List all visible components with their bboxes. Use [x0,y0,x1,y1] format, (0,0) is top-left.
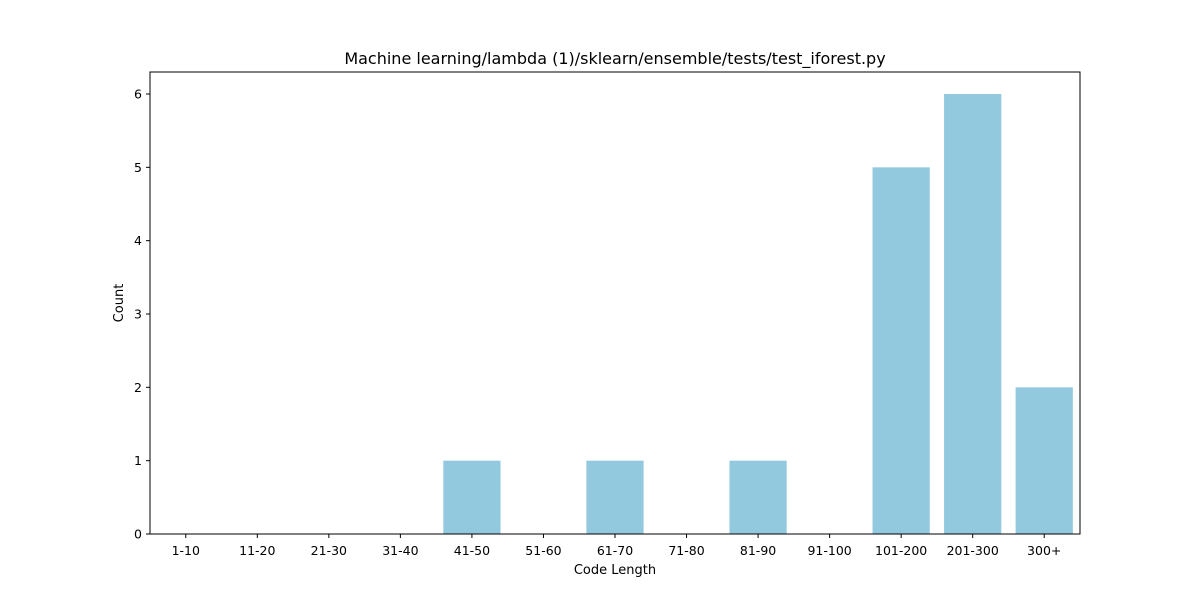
bar-300+ [1015,387,1073,534]
y-axis-label: Count [112,284,127,323]
bars-layer [443,94,1073,535]
x-tick-label: 41-50 [454,543,490,558]
x-tick-label: 201-300 [947,543,999,558]
x-tick-label: 101-200 [875,543,927,558]
x-axis: 1-10 11-20 21-30 31-40 41-50 51-60 61-70 71-80 8… [172,534,1061,558]
y-tick-label: 0 [134,527,142,542]
y-tick-label: 6 [134,87,142,102]
y-tick-label: 2 [134,380,142,395]
x-tick-label: 31-40 [382,543,418,558]
chart-title: Machine learning/lambda (1)/sklearn/ense… [344,49,885,69]
bar-81-90 [729,460,787,534]
bar-101-200 [872,167,930,535]
x-tick-label: 300+ [1027,543,1061,558]
x-tick-label: 71-80 [668,543,704,558]
bar-41-50 [443,460,501,534]
y-axis: 0 1 2 3 4 5 6 [134,87,150,542]
x-tick-label: 61-70 [597,543,633,558]
y-tick-label: 5 [134,160,142,175]
x-tick-label: 21-30 [311,543,347,558]
x-tick-label: 81-90 [740,543,776,558]
plot-frame [149,71,1081,535]
x-tick-label: 91-100 [807,543,851,558]
x-tick-label: 1-10 [172,543,200,558]
x-axis-label: Code Length [574,563,656,578]
x-tick-label: 51-60 [525,543,561,558]
bar-61-70 [586,460,644,534]
bar-201-300 [944,94,1002,534]
y-tick-label: 3 [134,307,142,322]
y-tick-label: 1 [134,453,142,468]
x-tick-label: 11-20 [239,543,275,558]
y-tick-label: 4 [134,233,142,248]
